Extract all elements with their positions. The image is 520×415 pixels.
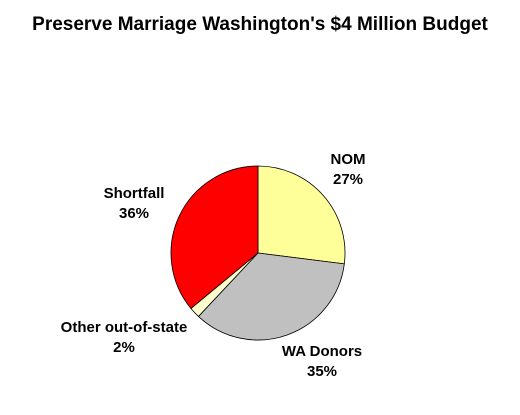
- slice-value-wa-donors: 35%: [306, 363, 338, 380]
- slice-label-other-out-of-state: Other out-of-state 2%: [61, 318, 188, 358]
- pie-slice-nom: [257, 165, 346, 265]
- pie-slice-wa-donors: [198, 252, 345, 341]
- slice-name-wa-donors: WA Donors: [281, 343, 363, 360]
- slice-name-other-out-of-state: Other out-of-state: [60, 319, 188, 336]
- slice-value-other-out-of-state: 2%: [113, 339, 135, 356]
- chart-title: Preserve Marriage Washington's $4 Millio…: [32, 14, 488, 35]
- slice-label-nom: NOM 27%: [331, 150, 366, 190]
- pie-slice-shortfall: [170, 165, 259, 309]
- slice-name-nom: NOM: [330, 151, 366, 168]
- slice-label-wa-donors: WA Donors 35%: [282, 342, 362, 382]
- slice-name-shortfall: Shortfall: [103, 185, 165, 202]
- slice-label-shortfall: Shortfall 36%: [104, 184, 165, 224]
- slice-value-nom: 27%: [332, 171, 364, 188]
- slice-value-shortfall: 36%: [118, 205, 150, 222]
